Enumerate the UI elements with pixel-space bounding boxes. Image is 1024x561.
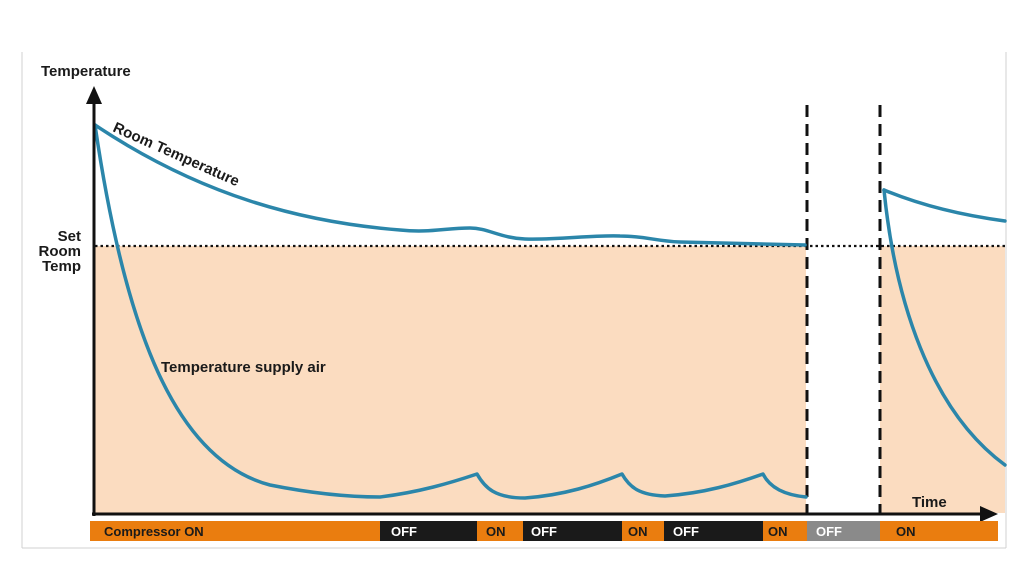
bar-segment-label: Compressor ON	[104, 524, 204, 539]
bar-segment-label: OFF	[816, 524, 842, 539]
room-temperature-label: Room Temperature	[110, 119, 242, 190]
compressor-status-bar: Compressor ON OFF ON OFF ON OFF ON OFF O…	[90, 521, 998, 541]
x-axis-label: Time	[912, 494, 947, 511]
y-axis-arrow-icon	[86, 86, 102, 104]
room-temperature-curve	[95, 125, 805, 245]
bar-segment-label: OFF	[673, 524, 699, 539]
y-axis-label: Temperature	[41, 63, 131, 80]
supply-air-label: Temperature supply air	[161, 359, 326, 376]
bar-segment-label: ON	[628, 524, 648, 539]
room-temperature-curve-after-restart	[884, 190, 1005, 221]
below-setpoint-area-left	[95, 246, 806, 513]
bar-segment-label: ON	[486, 524, 506, 539]
bar-segment-label: OFF	[531, 524, 557, 539]
bar-segment-label: ON	[896, 524, 916, 539]
setpoint-label-line3: Temp	[42, 258, 81, 275]
bar-segment-label: OFF	[391, 524, 417, 539]
bar-segment-label: ON	[768, 524, 788, 539]
